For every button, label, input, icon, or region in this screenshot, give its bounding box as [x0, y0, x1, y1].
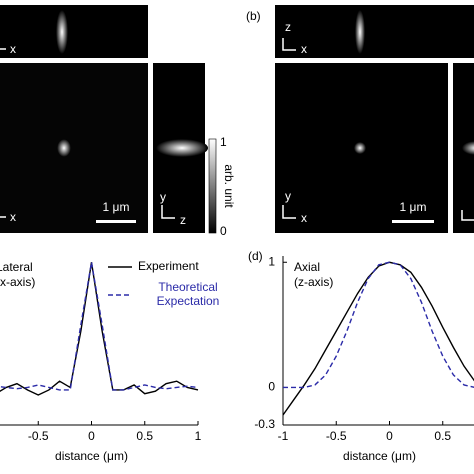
- x-tick-label: 1: [195, 429, 202, 443]
- axis-y: y: [285, 189, 291, 203]
- axis-arrows: [0, 48, 175, 219]
- x-axis-label: distance (μm): [343, 449, 416, 463]
- panel-label: (b): [246, 9, 261, 23]
- psf-xz: [355, 10, 365, 54]
- x-tick-label: -0.5: [28, 429, 49, 443]
- x-tick-label: 0: [386, 429, 393, 443]
- psf-yz: [156, 139, 208, 157]
- axis-z: z: [180, 213, 186, 227]
- image-top: [0, 5, 148, 58]
- scale-bar: [392, 220, 434, 223]
- axis-arrows: [282, 38, 474, 221]
- axis-x: x: [10, 210, 16, 224]
- image-top: [275, 5, 474, 58]
- annotation: (z-axis): [294, 275, 333, 289]
- line: [282, 261, 474, 416]
- x-tick-label: 0.5: [136, 429, 153, 443]
- x-axis-label: distance (μm): [55, 449, 128, 463]
- annotation: Lateral: [0, 260, 33, 274]
- x-tick-label: -1: [278, 429, 289, 443]
- axis-x: x: [10, 42, 16, 56]
- colorbar-frame: [208, 138, 217, 234]
- line: [0, 262, 199, 391]
- psf-xy: [354, 142, 366, 154]
- axis-y: y: [160, 190, 166, 204]
- colorbar-max: 1: [220, 135, 227, 149]
- annotation: (x-axis): [0, 275, 35, 289]
- y-tick-label: 0: [268, 380, 275, 394]
- scale-label: 1 μm: [103, 200, 130, 214]
- colorbar-label: arb. unit: [222, 164, 236, 208]
- annotation: Axial: [294, 260, 320, 274]
- scale-label: 1 μm: [400, 200, 427, 214]
- psf-yz: [462, 141, 474, 155]
- psf-xz: [56, 10, 68, 54]
- line: [283, 261, 474, 389]
- axis-z: z: [285, 20, 291, 34]
- colorbar: [209, 139, 216, 233]
- psf-xy: [57, 139, 71, 157]
- panel-label: (d): [248, 249, 263, 263]
- axis-x: x: [301, 42, 307, 56]
- line: [0, 262, 199, 396]
- x-tick-label: 0.5: [434, 429, 451, 443]
- axis-x: x: [301, 211, 307, 225]
- x-tick-label: 0: [88, 429, 95, 443]
- legend-entry: Experiment: [138, 259, 199, 273]
- y-tick-label: 1: [268, 254, 275, 268]
- scale-bar: [96, 220, 136, 223]
- legend-entry: Theoretical Expectation: [156, 280, 220, 308]
- y-tick-label: -0.3: [254, 417, 275, 431]
- x-tick-label: -0.5: [326, 429, 347, 443]
- image-main: [0, 63, 148, 233]
- colorbar-min: 0: [220, 224, 227, 238]
